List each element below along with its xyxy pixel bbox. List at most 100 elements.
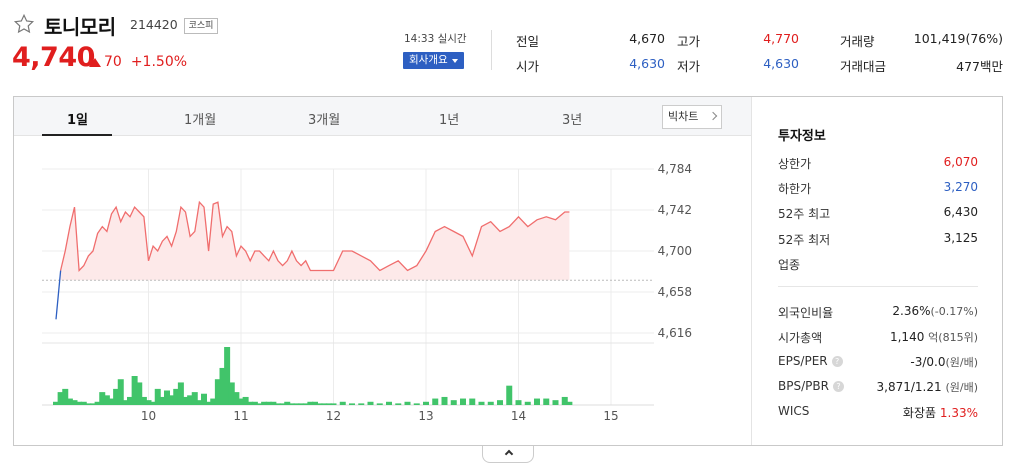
caret-down-icon — [452, 59, 458, 63]
info-title: 투자정보 — [778, 129, 826, 144]
volume-bar — [94, 401, 101, 405]
tab-3month[interactable]: 3개월 — [308, 113, 341, 128]
volume-bar — [168, 395, 175, 405]
prev-close-label: 전일 — [516, 34, 540, 49]
y-tick-label: 4,784 — [658, 162, 692, 176]
company-overview-button[interactable]: 회사개요 — [403, 52, 464, 69]
volume-bar — [242, 396, 249, 405]
volume-bar — [113, 388, 120, 405]
price-area — [60, 202, 570, 281]
current-price: 4,740 — [12, 42, 95, 73]
foreign-ratio-label: 외국인비율 — [778, 306, 834, 320]
volume-bar — [566, 401, 573, 405]
volume-bar — [515, 400, 522, 405]
volume-bar — [441, 396, 448, 405]
volume-bar — [108, 398, 115, 405]
help-icon[interactable]: ? — [832, 381, 844, 392]
high52-label: 52주 최고 — [778, 207, 831, 221]
tab-1month[interactable]: 1개월 — [184, 113, 217, 128]
high52-value: 6,430 — [943, 205, 978, 219]
volume-bar — [487, 401, 494, 405]
bigchart-button[interactable]: 빅차트 — [662, 105, 722, 129]
volume-bar — [224, 347, 231, 405]
volume-bar — [159, 396, 166, 405]
tab-1day[interactable]: 1일 — [67, 113, 89, 128]
volume-bar — [127, 396, 133, 405]
foreign-ratio-value: 2.36%(-0.17%) — [892, 304, 978, 318]
volume-bar — [154, 388, 161, 405]
active-tab-indicator — [42, 134, 112, 136]
volume-bar — [423, 401, 429, 405]
x-tick-label: 11 — [233, 409, 248, 423]
volume-bar — [150, 401, 157, 405]
chart-grid — [42, 168, 654, 406]
divider — [491, 30, 492, 70]
volume-bar — [279, 403, 286, 405]
volume-bar — [173, 388, 180, 405]
low52-value: 3,125 — [943, 231, 978, 245]
stock-name: 토니모리 — [44, 15, 116, 39]
high-label: 고가 — [677, 34, 701, 49]
volume-bar — [122, 400, 129, 405]
volume-bar — [524, 401, 531, 405]
volume-bar — [321, 403, 328, 405]
trade-value-label: 거래대금 — [840, 59, 887, 74]
volume-bar — [307, 401, 314, 405]
volume-bar — [460, 398, 466, 405]
volume-bar — [543, 398, 550, 405]
collapse-button[interactable] — [482, 446, 534, 463]
volume-bar — [469, 398, 476, 405]
y-tick-label: 4,658 — [658, 285, 692, 299]
x-tick-label: 13 — [418, 409, 433, 423]
volume-bar — [302, 403, 309, 405]
high-value: 4,770 — [763, 31, 799, 46]
volume-bar — [103, 395, 110, 405]
volume-bar — [219, 367, 226, 405]
volume-bar — [145, 400, 152, 405]
up-arrow-icon — [89, 57, 101, 67]
volume-bar — [450, 400, 457, 405]
eps-per-value: -3/0.0(원/배) — [910, 355, 978, 369]
help-icon[interactable]: ? — [831, 356, 843, 367]
favorite-star-icon[interactable] — [13, 13, 35, 35]
y-tick-label: 4,742 — [658, 203, 692, 217]
volume-bar — [182, 396, 189, 405]
volume-bar — [201, 393, 207, 405]
tab-1year[interactable]: 1년 — [439, 113, 460, 128]
volume-bar — [177, 382, 184, 405]
volume-bar — [275, 403, 281, 405]
volume-bar — [238, 398, 244, 405]
market-cap-value: 1,140 억(815위) — [889, 330, 978, 344]
industry-label: 업종 — [778, 258, 801, 272]
volume-bar — [76, 401, 83, 405]
trade-value: 477백만 — [956, 59, 1003, 74]
intraday-chart[interactable]: 4,784 4,742 4,700 4,658 4,616 10 11 12 13 14 15 — [14, 137, 751, 445]
volume-bar — [265, 401, 272, 405]
volume-bar — [270, 401, 277, 405]
eps-per-label: EPS/PER? — [778, 354, 843, 368]
volume-bar — [404, 401, 411, 405]
volume-bar — [164, 390, 170, 405]
volume-bar — [386, 401, 392, 405]
volume-bar — [298, 403, 305, 405]
investment-info: 투자정보 상한가 6,070 하한가 3,270 52주 최고 6,430 52… — [752, 97, 1002, 445]
volume-bar — [196, 400, 203, 405]
change-percent: +1.50% — [130, 54, 188, 70]
volume-bar — [247, 401, 254, 405]
volume-bar — [187, 395, 194, 405]
tab-3year[interactable]: 3년 — [562, 113, 583, 128]
volume-bar — [506, 385, 513, 405]
chart-area: 1일 1개월 3개월 1년 3년 빅차트 4,784 4,742 4,700 4,65… — [14, 97, 751, 445]
volume-bar — [339, 401, 346, 405]
chevron-right-icon — [708, 111, 718, 121]
low52-label: 52주 최저 — [778, 233, 831, 247]
lower-limit-label: 하한가 — [778, 182, 812, 196]
price-change: 70 +1.50% — [89, 54, 187, 70]
volume-bar — [57, 392, 64, 405]
y-tick-label: 4,700 — [658, 244, 692, 258]
volume-value: 101,419(76%) — [913, 31, 1003, 46]
volume-bar — [214, 379, 221, 405]
x-tick-label: 10 — [141, 409, 156, 423]
change-amount: 70 — [104, 54, 122, 70]
volume-bar — [293, 403, 300, 405]
